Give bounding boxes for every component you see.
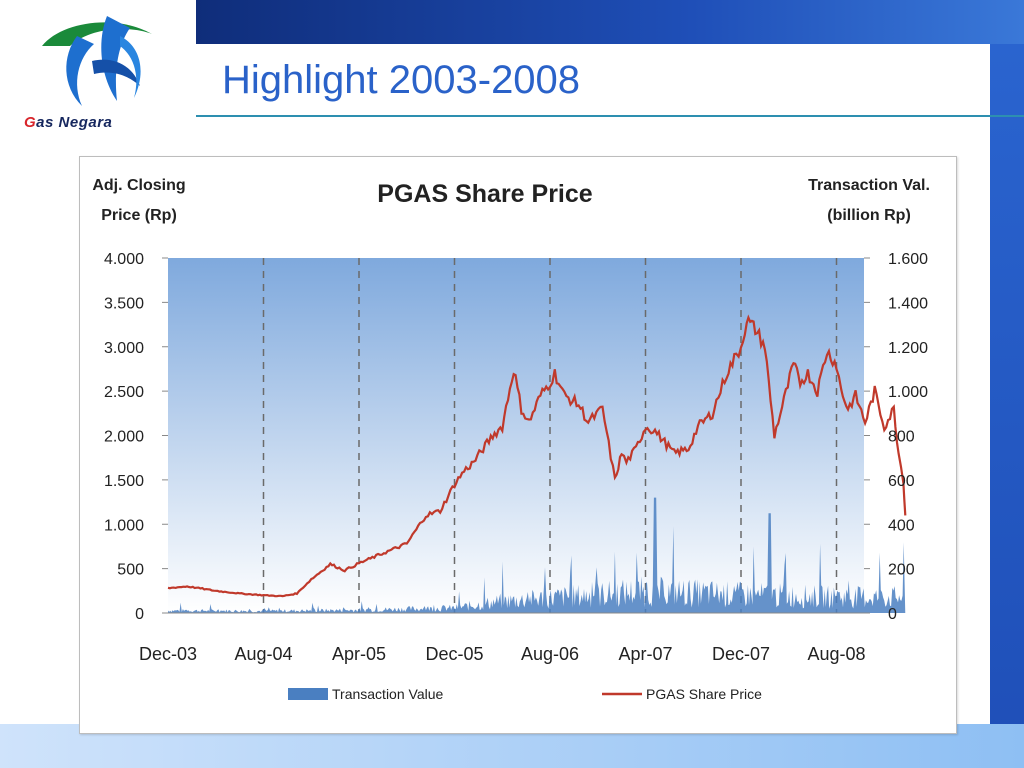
left-tick-label: 3.500 [104, 295, 144, 312]
slide-title: Highlight 2003-2008 [222, 58, 581, 102]
x-tick-label: Dec-07 [712, 644, 770, 664]
title-underline [196, 115, 1024, 117]
x-tick-label: Dec-05 [425, 644, 483, 664]
left-axis-label-line1: Adj. Closing [92, 177, 185, 194]
left-y-axis: 0 500 1.000 1.500 2.000 2.500 3.000 3.500 4.000 [104, 251, 168, 623]
header-bar [196, 0, 1024, 44]
right-tick-label: 1.200 [888, 340, 928, 357]
legend-transaction-label: Transaction Value [332, 686, 443, 702]
side-bar [990, 44, 1024, 750]
right-axis-label-line1: Transaction Val. [808, 177, 930, 194]
right-tick-label: 800 [888, 429, 915, 446]
x-axis: Dec-03 Aug-04 Apr-05 Dec-05 Aug-06 Apr-07 Dec-… [139, 644, 866, 664]
right-tick-label: 1.400 [888, 295, 928, 312]
x-tick-label: Aug-06 [521, 644, 579, 664]
right-tick-label: 200 [888, 562, 915, 579]
x-tick-label: Aug-04 [234, 644, 292, 664]
legend-price-label: PGAS Share Price [646, 686, 762, 702]
x-tick-label: Apr-05 [332, 644, 386, 664]
left-tick-label: 0 [135, 606, 144, 623]
right-tick-label: 600 [888, 473, 915, 490]
left-tick-label: 1.500 [104, 473, 144, 490]
share-price-chart: Adj. Closing Price (Rp) PGAS Share Price… [92, 177, 930, 702]
left-tick-label: 500 [117, 562, 144, 579]
left-tick-label: 3.000 [104, 340, 144, 357]
x-tick-label: Apr-07 [618, 644, 672, 664]
right-tick-label: 1.600 [888, 251, 928, 268]
x-tick-label: Dec-03 [139, 644, 197, 664]
right-tick-label: 0 [888, 606, 897, 623]
left-tick-label: 2.000 [104, 429, 144, 446]
left-tick-label: 2.500 [104, 384, 144, 401]
chart-title: PGAS Share Price [377, 180, 592, 208]
chart-frame: Adj. Closing Price (Rp) PGAS Share Price… [79, 156, 957, 734]
left-tick-label: 1.000 [104, 517, 144, 534]
transaction-value-area [168, 497, 906, 613]
gas-negara-logo [42, 16, 152, 106]
left-axis-label-line2: Price (Rp) [101, 207, 177, 224]
pgas-share-price-line [167, 314, 907, 598]
right-axis-label-line2: (billion Rp) [827, 207, 911, 224]
right-tick-label: 1.000 [888, 384, 928, 401]
logo-wordmark: Gas Negara [24, 114, 113, 131]
left-tick-label: 4.000 [104, 251, 144, 268]
legend-transaction-swatch [288, 688, 328, 700]
right-tick-label: 400 [888, 517, 915, 534]
plot-area [168, 258, 864, 613]
x-tick-label: Aug-08 [807, 644, 865, 664]
right-y-axis: 0 200 400 600 800 1.000 1.200 1.400 1.600 [864, 251, 928, 623]
